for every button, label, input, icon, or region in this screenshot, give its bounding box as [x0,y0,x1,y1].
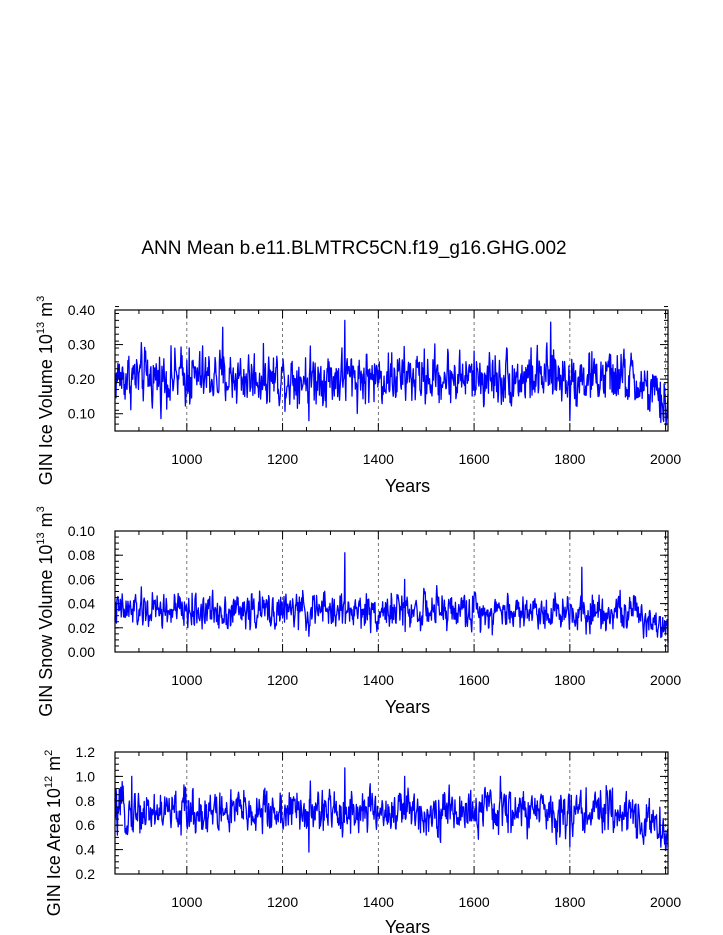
x-tick-label: 1200 [267,894,298,910]
y-tick-label: 1.0 [76,768,96,784]
x-tick-label: 1200 [267,672,298,688]
y-axis-label: GIN Snow Volume 1013 m3 [35,506,56,716]
series-line [114,319,669,426]
x-axis-label: Years [385,917,430,935]
series-line [114,552,669,643]
x-tick-label: 1600 [459,451,490,467]
chart-panel-ice-volume: 1000 1200 1400 1600 1800 2000 0.10 0.20 0.30 0.40… [35,296,681,496]
y-label-unit-exponent: 2 [43,750,55,756]
x-tick-label: 2000 [650,894,681,910]
y-label-text: GIN Ice Area 10 [44,788,64,916]
y-tick-label: 0.6 [76,817,96,833]
y-label-unit: m [36,512,56,532]
y-label-unit-exponent: 3 [35,296,47,302]
x-tick-label: 1400 [363,894,394,910]
y-label-unit: m [44,756,64,776]
x-tick-label: 1400 [363,672,394,688]
series-line [114,767,669,853]
chart-panel-ice-area: 1000 1200 1400 1600 1800 2000 0.2 0.4 0.6 0.8 1.0 1… [43,744,681,935]
x-axis-label: Years [385,476,430,496]
x-tick-label: 1000 [171,672,202,688]
x-tick-label: 1800 [554,894,585,910]
y-tick-label: 0.10 [68,523,95,539]
y-tick-label: 0.40 [68,302,95,318]
y-label-exponent: 12 [43,776,55,788]
y-axis-label: GIN Ice Area 1012 m2 [43,750,64,916]
y-tick-label: 0.08 [68,547,95,563]
y-label-text: GIN Ice Volume 10 [36,334,56,485]
y-label-unit: m [36,302,56,322]
y-tick-label: 0.8 [76,793,96,809]
x-tick-label: 1200 [267,451,298,467]
y-label-text: GIN Snow Volume 10 [36,545,56,717]
x-tick-label: 1600 [459,672,490,688]
x-tick-label: 2000 [650,672,681,688]
chart-panel-snow-volume: 1000 1200 1400 1600 1800 2000 0.00 0.02 0.04 0.06… [35,506,681,717]
x-tick-label: 1800 [554,451,585,467]
x-tick-label: 1400 [363,451,394,467]
y-tick-label: 0.2 [76,866,96,882]
y-axis-label: GIN Ice Volume 1013 m3 [35,296,56,485]
x-tick-label: 1000 [171,894,202,910]
y-tick-label: 0.20 [68,371,95,387]
x-tick-label: 1000 [171,451,202,467]
y-label-unit-exponent: 3 [35,506,47,512]
y-tick-label: 0.30 [68,337,95,353]
y-tick-label: 0.02 [68,620,95,636]
x-tick-label: 1800 [554,672,585,688]
y-tick-label: 0.10 [68,406,95,422]
plot-frame [114,530,669,653]
y-tick-label: 0.4 [76,842,96,858]
x-tick-label: 2000 [650,451,681,467]
chart-title: ANN Mean b.e11.BLMTRC5CN.f19_g16.GHG.002 [141,238,566,259]
x-tick-label: 1600 [459,894,490,910]
y-label-exponent: 13 [35,322,47,334]
y-label-exponent: 13 [35,532,47,544]
y-tick-label: 0.00 [68,644,95,660]
plot-frame [114,309,669,432]
y-tick-label: 1.2 [76,744,96,760]
x-axis-label: Years [385,697,430,717]
y-tick-label: 0.04 [68,596,95,612]
y-tick-label: 0.06 [68,571,95,587]
